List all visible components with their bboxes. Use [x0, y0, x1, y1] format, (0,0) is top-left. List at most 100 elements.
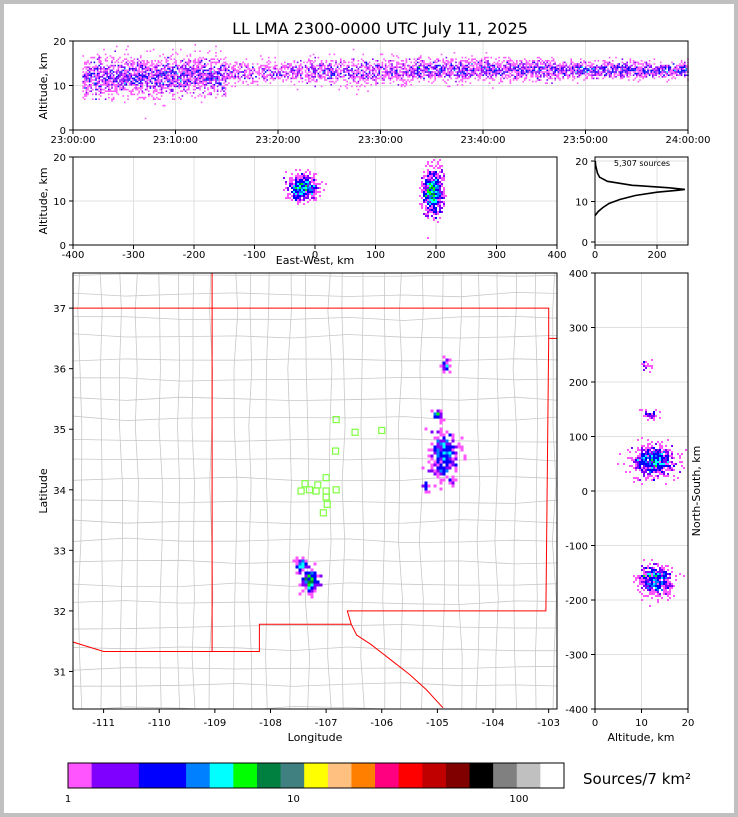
source-point [313, 191, 315, 193]
source-point [433, 191, 435, 193]
source-point [197, 69, 200, 72]
source-point [549, 63, 552, 65]
source-point [517, 64, 520, 67]
source-point [480, 64, 483, 67]
source-point [127, 76, 129, 78]
source-point [485, 68, 488, 70]
source-point [651, 593, 653, 595]
source-point [439, 165, 441, 167]
source-point [228, 77, 230, 80]
source-point [431, 63, 433, 65]
source-point [439, 189, 441, 191]
source-point [639, 581, 641, 583]
source-point [431, 74, 433, 76]
source-point [170, 66, 172, 68]
source-point [141, 74, 144, 76]
source-point [671, 567, 673, 569]
source-point [665, 583, 667, 585]
source-point [376, 74, 379, 76]
source-point [159, 79, 161, 81]
source-point [433, 217, 435, 219]
source-point [125, 48, 128, 51]
source-point [647, 439, 649, 441]
source-point [248, 71, 251, 73]
source-point [443, 195, 445, 197]
source-point [336, 64, 339, 67]
source-point [299, 177, 301, 179]
source-point [319, 76, 321, 78]
source-point [154, 103, 156, 105]
source-point [122, 69, 124, 72]
source-point [661, 69, 664, 72]
source-point [303, 185, 305, 187]
source-point [479, 60, 481, 62]
source-point [439, 478, 443, 482]
source-point [404, 79, 406, 81]
source-point [605, 61, 608, 64]
source-point [442, 454, 446, 458]
source-point [681, 453, 683, 455]
source-point [295, 181, 297, 183]
source-point [674, 72, 676, 75]
source-point [439, 412, 443, 416]
x-tick-label: -109 [204, 718, 227, 729]
source-point [173, 58, 176, 60]
source-point [452, 66, 454, 68]
source-point [215, 80, 217, 83]
source-point [175, 63, 177, 65]
source-point [100, 63, 102, 65]
source-point [293, 191, 295, 193]
source-point [680, 69, 683, 72]
source-point [354, 76, 356, 78]
source-point [304, 559, 308, 563]
source-point [96, 71, 99, 73]
source-point [140, 71, 142, 73]
source-point [450, 60, 452, 62]
source-point [443, 189, 445, 191]
source-point [427, 183, 429, 185]
source-point [663, 467, 665, 469]
source-point [452, 64, 454, 67]
source-point [135, 79, 137, 81]
source-point [180, 60, 182, 62]
source-point [426, 74, 428, 76]
source-point [643, 567, 645, 569]
source-point [336, 74, 339, 76]
source-point [319, 64, 321, 67]
source-point [665, 573, 667, 575]
source-point [332, 80, 334, 83]
source-point [604, 63, 606, 65]
source-point [298, 68, 300, 70]
source-point [663, 587, 665, 589]
source-point [319, 63, 321, 65]
source-point [448, 454, 452, 458]
source-point [498, 63, 500, 65]
source-point [429, 195, 431, 197]
source-point [324, 71, 326, 73]
source-point [520, 76, 523, 78]
source-point [408, 69, 411, 72]
source-point [152, 85, 155, 88]
source-point [642, 68, 644, 70]
source-point [629, 451, 631, 453]
source-point [256, 63, 259, 65]
source-point [85, 84, 88, 86]
source-point [431, 195, 433, 197]
source-point [643, 589, 645, 591]
source-point [525, 77, 528, 80]
source-point [627, 457, 629, 459]
source-point [437, 161, 439, 163]
source-point [264, 71, 267, 73]
source-point [623, 71, 625, 73]
source-point [463, 60, 465, 62]
source-point [315, 191, 317, 193]
source-point [111, 93, 113, 96]
source-point [93, 66, 96, 68]
source-point [303, 189, 305, 191]
source-point [440, 69, 443, 72]
source-point [433, 171, 435, 173]
source-point [95, 88, 97, 91]
source-point [159, 74, 161, 76]
source-point [429, 183, 431, 185]
source-point [130, 56, 132, 59]
